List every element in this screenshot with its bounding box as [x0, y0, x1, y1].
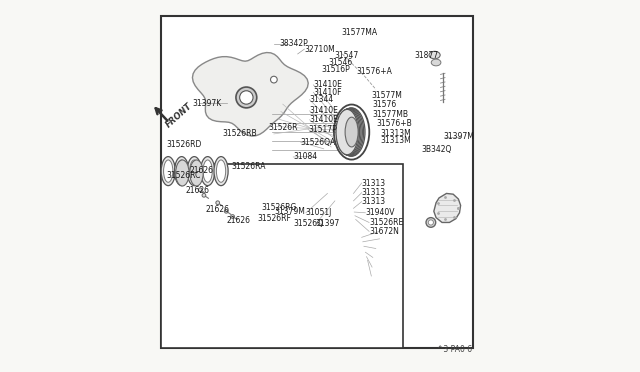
Text: 31547: 31547	[334, 51, 358, 60]
Text: 38342P: 38342P	[279, 39, 308, 48]
Text: 31084: 31084	[293, 153, 317, 161]
Circle shape	[428, 220, 433, 225]
Ellipse shape	[336, 109, 358, 155]
Text: 31526QA: 31526QA	[301, 138, 336, 147]
Ellipse shape	[429, 51, 440, 59]
Ellipse shape	[190, 160, 203, 186]
Text: 31577MA: 31577MA	[342, 28, 378, 37]
Text: 31313: 31313	[362, 188, 386, 197]
Circle shape	[202, 193, 206, 197]
Text: 21626: 21626	[186, 186, 209, 195]
Ellipse shape	[337, 109, 362, 155]
Circle shape	[271, 76, 277, 83]
Circle shape	[230, 215, 234, 218]
Bar	[161, 16, 473, 348]
Ellipse shape	[337, 109, 360, 155]
Text: 31379M: 31379M	[275, 207, 305, 216]
Text: 31526RF: 31526RF	[257, 214, 291, 223]
Circle shape	[236, 87, 257, 108]
Text: 31410E: 31410E	[310, 115, 339, 124]
Text: 31313: 31313	[362, 197, 386, 206]
Text: 31672N: 31672N	[369, 227, 399, 236]
Text: 31516P: 31516P	[322, 65, 351, 74]
Text: 31410F: 31410F	[314, 88, 342, 97]
Text: 31877: 31877	[415, 51, 439, 60]
Text: 31313M: 31313M	[380, 129, 411, 138]
Text: 31313: 31313	[362, 179, 386, 187]
Ellipse shape	[203, 160, 212, 182]
Text: 31313M: 31313M	[380, 136, 411, 145]
Text: 21626: 21626	[189, 166, 213, 175]
Text: FRONT: FRONT	[164, 101, 195, 129]
Ellipse shape	[214, 157, 228, 186]
Text: 31526RA: 31526RA	[232, 162, 266, 171]
Circle shape	[426, 218, 436, 227]
Text: 21626: 21626	[227, 216, 250, 225]
Ellipse shape	[431, 59, 441, 66]
Text: 31410E: 31410E	[314, 80, 342, 89]
Text: 31577MB: 31577MB	[373, 110, 409, 119]
Text: 3B342Q: 3B342Q	[421, 145, 452, 154]
Ellipse shape	[164, 160, 173, 182]
Circle shape	[198, 188, 202, 192]
Text: 31526RD: 31526RD	[167, 140, 202, 149]
Text: 31397K: 31397K	[193, 99, 222, 108]
Ellipse shape	[175, 157, 189, 186]
Text: 31576+A: 31576+A	[356, 67, 392, 76]
Ellipse shape	[200, 157, 215, 186]
Text: 31576+B: 31576+B	[376, 119, 412, 128]
Text: 31526RE: 31526RE	[369, 218, 403, 227]
Text: 32710M: 32710M	[305, 45, 335, 54]
Text: 31526RG: 31526RG	[261, 203, 296, 212]
Text: 31576: 31576	[373, 100, 397, 109]
Text: 31410E: 31410E	[310, 106, 339, 115]
Text: 31940V: 31940V	[365, 208, 395, 217]
Text: 31344: 31344	[310, 95, 334, 104]
Ellipse shape	[338, 108, 364, 156]
Ellipse shape	[177, 160, 186, 182]
Text: 31526RB: 31526RB	[223, 129, 257, 138]
Polygon shape	[193, 52, 308, 136]
Ellipse shape	[161, 157, 175, 186]
Text: ^3 PA0 6: ^3 PA0 6	[436, 345, 472, 354]
Circle shape	[239, 91, 253, 104]
Text: 31526RC: 31526RC	[167, 171, 201, 180]
Ellipse shape	[337, 109, 361, 155]
Text: 31546: 31546	[328, 58, 353, 67]
Bar	[161, 164, 403, 348]
Text: 31526Q: 31526Q	[293, 219, 323, 228]
Text: 31577M: 31577M	[371, 92, 402, 100]
Circle shape	[225, 209, 228, 213]
Ellipse shape	[216, 160, 226, 182]
Ellipse shape	[338, 108, 365, 156]
Ellipse shape	[175, 160, 189, 186]
Text: 31397: 31397	[316, 219, 340, 228]
Ellipse shape	[189, 160, 199, 182]
Text: 31517P: 31517P	[308, 125, 337, 134]
Text: 31051J: 31051J	[306, 208, 332, 217]
Circle shape	[216, 201, 220, 205]
Text: 31397M: 31397M	[444, 132, 474, 141]
Text: 31526R: 31526R	[269, 123, 298, 132]
Polygon shape	[434, 193, 461, 222]
Ellipse shape	[187, 157, 202, 186]
Ellipse shape	[345, 117, 358, 147]
Text: 21626: 21626	[205, 205, 229, 214]
